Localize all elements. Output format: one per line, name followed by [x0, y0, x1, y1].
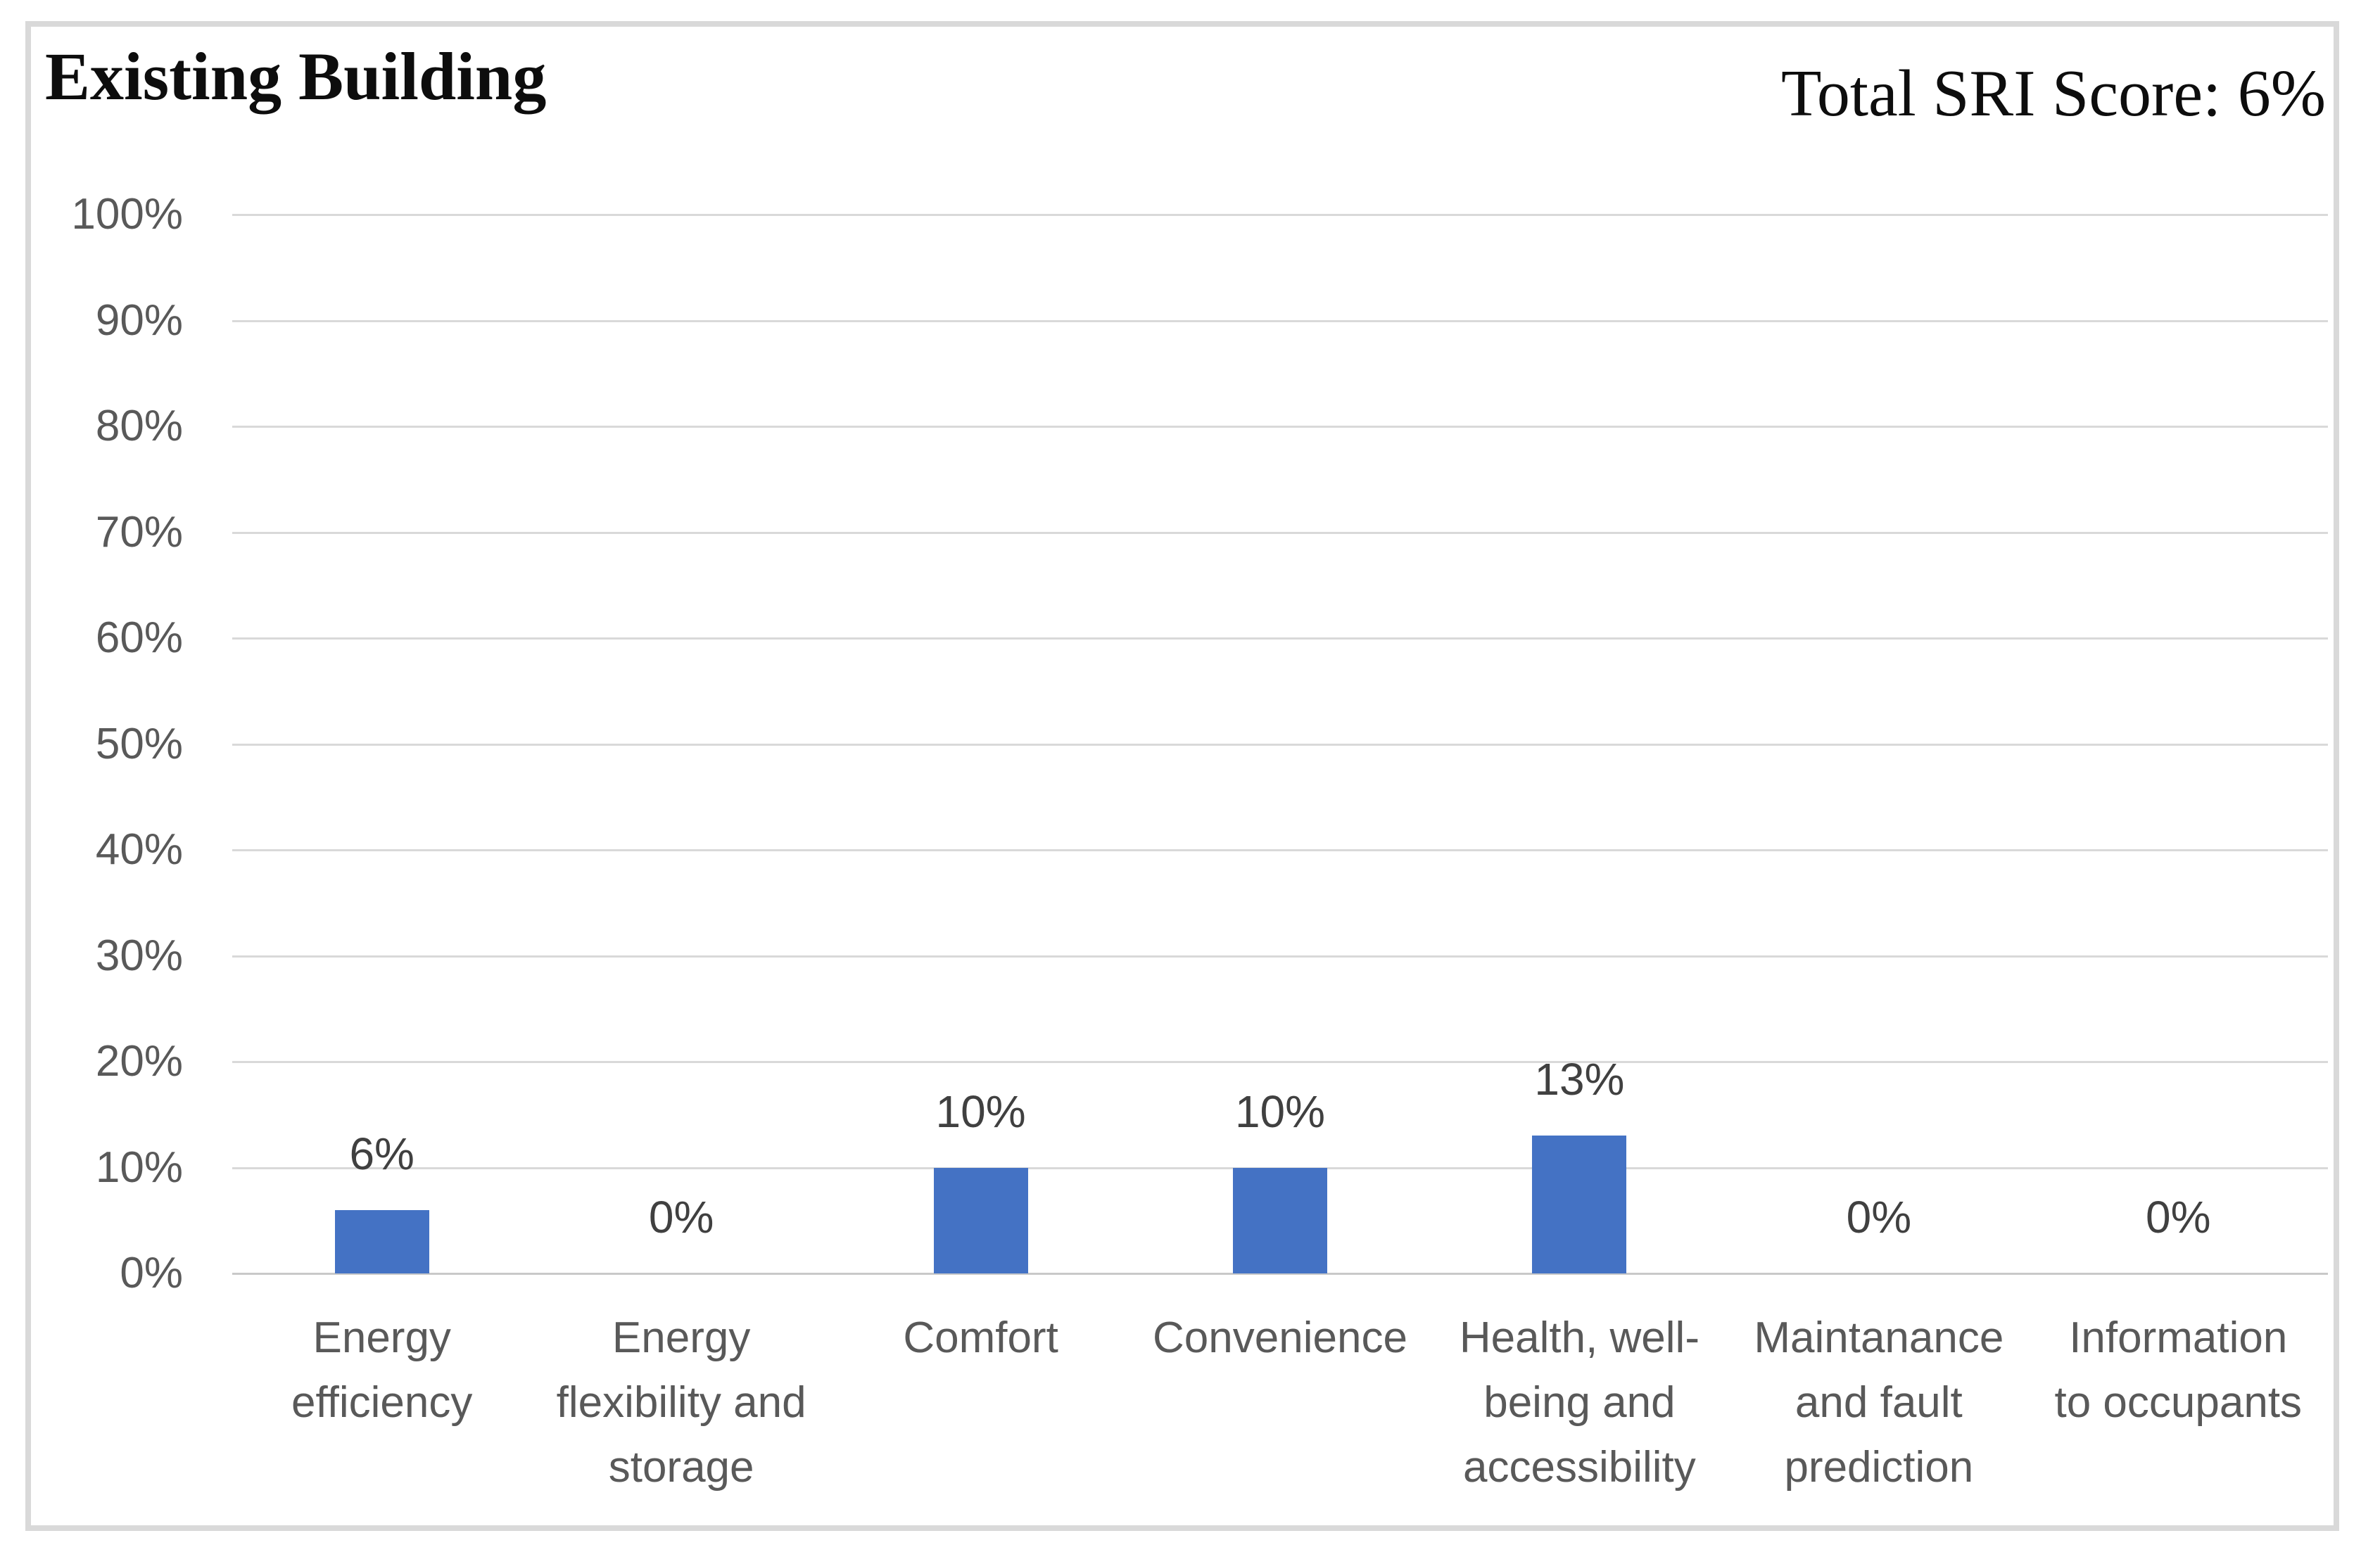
data-label-comfort: 10%	[935, 1086, 1026, 1137]
data-label-convenience: 10%	[1234, 1086, 1326, 1137]
gridline-90	[232, 319, 2328, 322]
gridline-70	[232, 531, 2328, 534]
gridline-0	[232, 1273, 2328, 1275]
bar-comfort	[933, 1167, 1028, 1273]
category-label-convenience: Convenience	[1153, 1314, 1407, 1362]
category-label-maintanance-and-fault-prediction: Maintanance and fault prediction	[1754, 1314, 2004, 1492]
bar-energy-efficiency	[334, 1209, 429, 1273]
gridline-50	[232, 743, 2328, 746]
data-label-maintanance-and-fault-prediction: 0%	[1846, 1192, 1912, 1242]
y-axis-tick-label: 50%	[95, 719, 183, 768]
gridline-40	[232, 849, 2328, 851]
y-axis-tick-label: 40%	[95, 825, 183, 874]
y-axis-tick-label: 10%	[95, 1143, 183, 1192]
y-axis-tick-label: 100%	[71, 190, 183, 239]
category-label-comfort: Comfort	[903, 1314, 1058, 1362]
chart-title: Existing Building	[45, 39, 547, 114]
category-label-energy-efficiency: Energy efficiency	[291, 1314, 473, 1427]
category-label-information-to-occupants: Information to occupants	[2054, 1314, 2303, 1427]
category-label-energy-flexibility-and-storage: Energy flexibility and storage	[556, 1314, 806, 1492]
gridline-80	[232, 426, 2328, 428]
y-axis-tick-label: 20%	[95, 1037, 183, 1086]
gridline-20	[232, 1061, 2328, 1063]
y-axis-tick-label: 80%	[95, 402, 183, 450]
gridline-100	[232, 214, 2328, 216]
y-axis-tick-label: 0%	[120, 1249, 183, 1297]
y-axis-tick-label: 60%	[95, 613, 183, 662]
y-axis-tick-label: 90%	[95, 295, 183, 345]
data-label-energy-flexibility-and-storage: 0%	[648, 1192, 714, 1242]
bar-health-well-being-and-accessibility	[1532, 1136, 1627, 1273]
total-sri-score-label: Total SRI Score: 6%	[1780, 57, 2326, 130]
y-axis-tick-label: 70%	[95, 507, 183, 557]
chart-frame	[25, 21, 2339, 1531]
data-label-health-well-being-and-accessibility: 13%	[1534, 1054, 1625, 1105]
data-label-information-to-occupants: 0%	[2146, 1192, 2211, 1242]
category-label-health-well-being-and-accessibility: Health, well-being and accessibility	[1459, 1314, 1699, 1492]
y-axis-tick-label: 30%	[95, 931, 183, 980]
gridline-60	[232, 637, 2328, 640]
bar-convenience	[1233, 1167, 1327, 1273]
gridline-30	[232, 955, 2328, 958]
data-label-energy-efficiency: 6%	[349, 1128, 414, 1179]
